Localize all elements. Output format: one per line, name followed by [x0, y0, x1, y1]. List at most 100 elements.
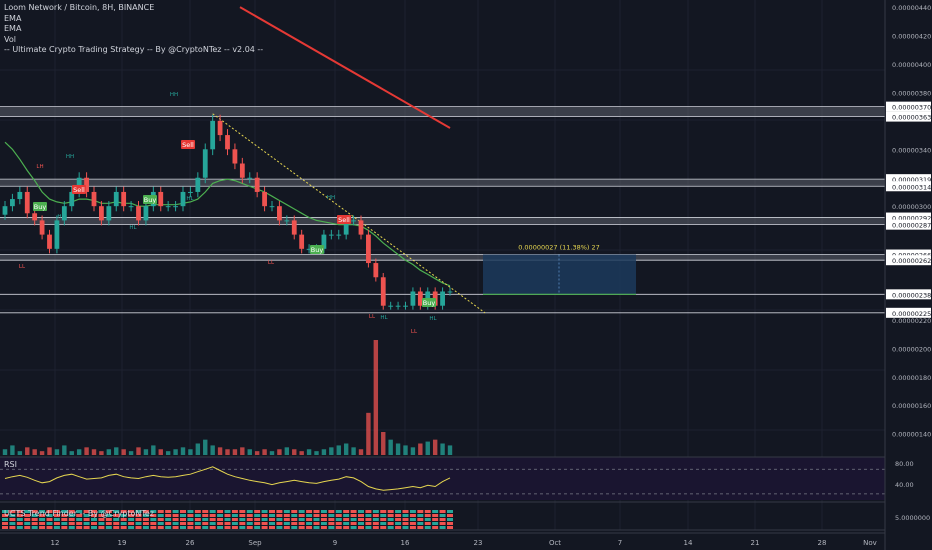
time-tick-label: 16 — [401, 539, 410, 547]
trend-cell — [276, 526, 282, 529]
trend-cell — [143, 518, 149, 521]
trend-cell — [247, 518, 253, 521]
volume-bar — [314, 451, 318, 455]
trend-cell — [403, 510, 409, 513]
trend-cell — [32, 518, 38, 521]
trend-cell — [380, 514, 386, 517]
trend-cell — [388, 510, 394, 513]
trend-cell — [321, 526, 327, 529]
trend-cell — [299, 522, 305, 525]
volume-bar — [159, 449, 163, 455]
trend-cell — [47, 522, 53, 525]
volume-bar — [25, 447, 29, 455]
trend-cell — [276, 514, 282, 517]
symbol-title[interactable]: Loom Network / Bitcoin, 8H, BINANCE — [4, 3, 263, 14]
trend-cell — [343, 526, 349, 529]
trend-cell — [440, 522, 446, 525]
price-tick-label: 0.00000200 — [892, 345, 931, 353]
trend-cell — [39, 526, 45, 529]
price-tick-label: 0.00000220 — [892, 317, 931, 325]
trend-cell — [2, 518, 8, 521]
trend-cell — [76, 522, 82, 525]
time-axis[interactable]: 12 19 26 Sep 9 16 23 Oct 7 14 21 28 Nov — [0, 533, 885, 547]
trend-cell — [136, 518, 142, 521]
trend-cell — [247, 526, 253, 529]
trend-cell — [410, 522, 416, 525]
volume-bar — [99, 451, 103, 455]
volume-bar — [418, 444, 422, 456]
volume-bar — [166, 451, 170, 455]
trend-cell — [343, 514, 349, 517]
trend-cell — [180, 514, 186, 517]
trend-cell — [321, 518, 327, 521]
ema-label-2[interactable]: EMA — [4, 24, 263, 35]
candle-body — [210, 121, 215, 149]
vol-label[interactable]: Vol — [4, 35, 263, 46]
trend-cell — [284, 526, 290, 529]
projection-box[interactable] — [483, 255, 636, 295]
level-band — [0, 218, 885, 225]
projection-rect — [483, 255, 636, 295]
trend-cell — [336, 526, 342, 529]
volume-bar — [121, 449, 125, 455]
candle-body — [366, 235, 371, 263]
trend-cell — [173, 514, 179, 517]
trend-cell — [239, 510, 245, 513]
volume-bar — [18, 451, 22, 455]
trend-cell — [210, 522, 216, 525]
trend-cell — [269, 522, 275, 525]
trend-cell — [417, 514, 423, 517]
volume-bar — [329, 447, 333, 455]
trend-cell — [351, 526, 357, 529]
ema-label-1[interactable]: EMA — [4, 14, 263, 25]
rsi-pane-label[interactable]: RSI — [4, 460, 17, 469]
trend-cell — [440, 518, 446, 521]
volume-bar — [84, 447, 88, 455]
trend-cell — [76, 518, 82, 521]
trend-cell — [365, 526, 371, 529]
trend-cell — [225, 522, 231, 525]
trend-cell — [247, 522, 253, 525]
trend-cell — [425, 510, 431, 513]
strategy-label[interactable]: -- Ultimate Crypto Trading Strategy -- B… — [4, 45, 263, 56]
candle-body — [403, 306, 408, 307]
trend-cell — [336, 510, 342, 513]
trend-cell — [54, 526, 60, 529]
trend-cell — [84, 526, 90, 529]
trend-cell — [9, 522, 15, 525]
trend-cell — [417, 522, 423, 525]
trend-cell — [113, 522, 119, 525]
trend-cell — [187, 510, 193, 513]
trend-cell — [247, 510, 253, 513]
candle-body — [448, 291, 453, 292]
trend-cell — [358, 514, 364, 517]
candle-body — [32, 213, 37, 220]
volume-bar — [92, 449, 96, 455]
trend-pane-label[interactable]: UCTS Trend Finder -- By @CryptoNTez — [4, 509, 154, 518]
trend-cell — [276, 518, 282, 521]
trend-cell — [321, 510, 327, 513]
trend-cell — [380, 510, 386, 513]
trend-cell — [210, 518, 216, 521]
trend-cell — [180, 518, 186, 521]
trend-cell — [217, 522, 223, 525]
candle-body — [195, 178, 200, 192]
price-axis[interactable]: 0.00000440 0.00000420 0.00000400 0.00000380… — [885, 0, 932, 550]
trend-cell — [187, 526, 193, 529]
volume-bar — [40, 451, 44, 455]
volume-bar — [448, 445, 452, 455]
trend-cell — [299, 510, 305, 513]
volume-bar — [277, 449, 281, 455]
trend-cell — [24, 526, 30, 529]
trend-cell — [239, 514, 245, 517]
hl-tag: HL — [129, 225, 137, 231]
trend-cell — [165, 526, 171, 529]
trend-cell — [373, 510, 379, 513]
trend-cell — [195, 514, 201, 517]
trend-cell — [54, 522, 60, 525]
rsi-pane — [0, 457, 885, 502]
trend-cell — [202, 514, 208, 517]
trend-cell — [336, 522, 342, 525]
candle-body — [284, 220, 289, 221]
